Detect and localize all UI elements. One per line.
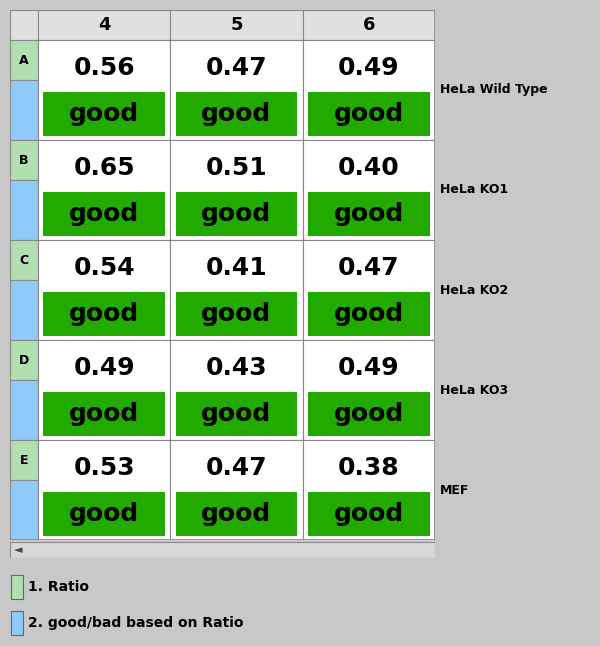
Bar [10, 380, 38, 440]
Text: 0.53: 0.53 [73, 456, 135, 480]
Bar [38, 440, 170, 540]
Bar [176, 292, 298, 336]
Text: good: good [334, 502, 404, 526]
Bar [43, 292, 165, 336]
Text: 0.47: 0.47 [206, 56, 268, 80]
Bar [308, 492, 430, 536]
Bar [11, 611, 23, 634]
Text: good: good [202, 402, 272, 426]
Bar [10, 180, 38, 240]
Text: 6: 6 [362, 16, 375, 34]
Bar [170, 140, 302, 240]
Text: good: good [202, 202, 272, 226]
Text: 0.47: 0.47 [206, 456, 268, 480]
Bar [43, 192, 165, 236]
Text: good: good [334, 102, 404, 126]
Text: good: good [69, 202, 139, 226]
Bar [176, 392, 298, 436]
Bar [302, 440, 435, 540]
Text: good: good [69, 302, 139, 326]
Bar [302, 140, 435, 240]
Bar [176, 492, 298, 536]
Text: 2. good/bad based on Ratio: 2. good/bad based on Ratio [28, 616, 244, 630]
Bar [38, 340, 170, 440]
Bar [176, 92, 298, 136]
Text: D: D [19, 353, 29, 366]
Bar [170, 240, 302, 340]
Text: 1. Ratio: 1. Ratio [28, 579, 89, 594]
Bar [308, 192, 430, 236]
Bar [308, 292, 430, 336]
Text: HeLa KO3: HeLa KO3 [440, 384, 508, 397]
Bar [302, 340, 435, 440]
Text: good: good [334, 202, 404, 226]
Text: 0.56: 0.56 [73, 56, 135, 80]
Bar [302, 240, 435, 340]
Bar [302, 10, 435, 40]
Text: 0.54: 0.54 [73, 256, 135, 280]
Text: good: good [202, 302, 272, 326]
Bar [176, 192, 298, 236]
Bar [10, 40, 38, 80]
Text: 5: 5 [230, 16, 243, 34]
Text: 0.65: 0.65 [73, 156, 135, 180]
Text: HeLa KO2: HeLa KO2 [440, 284, 508, 297]
Bar [38, 140, 170, 240]
Text: 0.41: 0.41 [206, 256, 268, 280]
Text: A: A [19, 54, 29, 67]
Bar [38, 240, 170, 340]
Bar [10, 80, 38, 140]
Bar [10, 240, 38, 280]
Bar [43, 492, 165, 536]
Bar [10, 140, 38, 180]
Text: good: good [334, 302, 404, 326]
Bar [170, 340, 302, 440]
Text: 0.49: 0.49 [338, 356, 400, 380]
Bar [43, 92, 165, 136]
Text: MEF: MEF [440, 483, 469, 497]
Text: 4: 4 [98, 16, 110, 34]
Bar [10, 480, 38, 540]
Text: 0.40: 0.40 [338, 156, 400, 180]
Bar [302, 40, 435, 140]
Text: 0.49: 0.49 [73, 356, 135, 380]
Bar [38, 10, 170, 40]
Bar [10, 440, 38, 480]
Text: 0.49: 0.49 [338, 56, 400, 80]
Bar [308, 92, 430, 136]
Text: good: good [202, 102, 272, 126]
Bar [170, 440, 302, 540]
Bar [170, 10, 302, 40]
Bar [10, 340, 38, 380]
Text: good: good [69, 502, 139, 526]
Bar [11, 575, 23, 599]
Bar [170, 40, 302, 140]
Text: 0.51: 0.51 [206, 156, 268, 180]
Text: 0.38: 0.38 [338, 456, 400, 480]
Text: HeLa KO1: HeLa KO1 [440, 183, 508, 196]
Bar [10, 10, 38, 40]
Bar [38, 40, 170, 140]
Text: good: good [69, 102, 139, 126]
Bar [10, 280, 38, 340]
Text: 0.47: 0.47 [338, 256, 400, 280]
Text: B: B [19, 154, 29, 167]
Bar [308, 392, 430, 436]
Text: ◄: ◄ [14, 545, 23, 555]
Text: HeLa Wild Type: HeLa Wild Type [440, 83, 548, 96]
Text: C: C [19, 253, 29, 267]
Text: good: good [202, 502, 272, 526]
Text: 0.43: 0.43 [206, 356, 268, 380]
Bar [43, 392, 165, 436]
Text: good: good [69, 402, 139, 426]
Text: E: E [20, 453, 28, 466]
Text: good: good [334, 402, 404, 426]
